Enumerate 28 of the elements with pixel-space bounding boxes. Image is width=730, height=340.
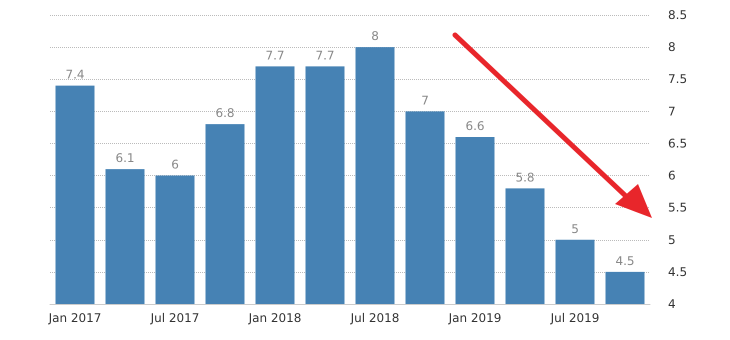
x-tick-label: Jan 2018 xyxy=(248,311,302,325)
data-label: 6.6 xyxy=(465,119,485,134)
data-label: 6 xyxy=(171,158,179,172)
y-tick-label: 7.5 xyxy=(668,72,688,86)
data-label: 5 xyxy=(571,222,579,236)
y-tick-label: 8 xyxy=(668,40,676,54)
data-label: 7.7 xyxy=(315,48,335,62)
y-tick-label: 7 xyxy=(668,104,676,118)
data-label: 6.1 xyxy=(115,151,135,166)
x-tick-label: Jul 2017 xyxy=(150,311,200,325)
y-tick-label: 4 xyxy=(668,297,676,311)
data-label: 7 xyxy=(421,93,429,108)
data-label: 8 xyxy=(371,29,379,44)
y-tick-label: 4.5 xyxy=(668,264,688,279)
data-label: 7.4 xyxy=(65,68,85,82)
data-label: 4.5 xyxy=(615,254,635,268)
x-tick-label: Jan 2019 xyxy=(448,311,502,325)
y-tick-label: 6 xyxy=(668,168,676,183)
data-label: 5.8 xyxy=(515,170,535,184)
y-tick-label: 5.5 xyxy=(668,200,688,215)
y-tick-label: 8.5 xyxy=(668,8,688,22)
x-tick-label: Jul 2019 xyxy=(550,311,600,325)
x-tick-label: Jan 2017 xyxy=(48,311,102,325)
data-label: 6.8 xyxy=(215,106,235,120)
x-tick-label: Jul 2018 xyxy=(350,311,400,325)
data-label: 7.7 xyxy=(265,48,285,62)
y-tick-label: 6.5 xyxy=(668,136,688,150)
y-tick-label: 5 xyxy=(668,232,676,247)
